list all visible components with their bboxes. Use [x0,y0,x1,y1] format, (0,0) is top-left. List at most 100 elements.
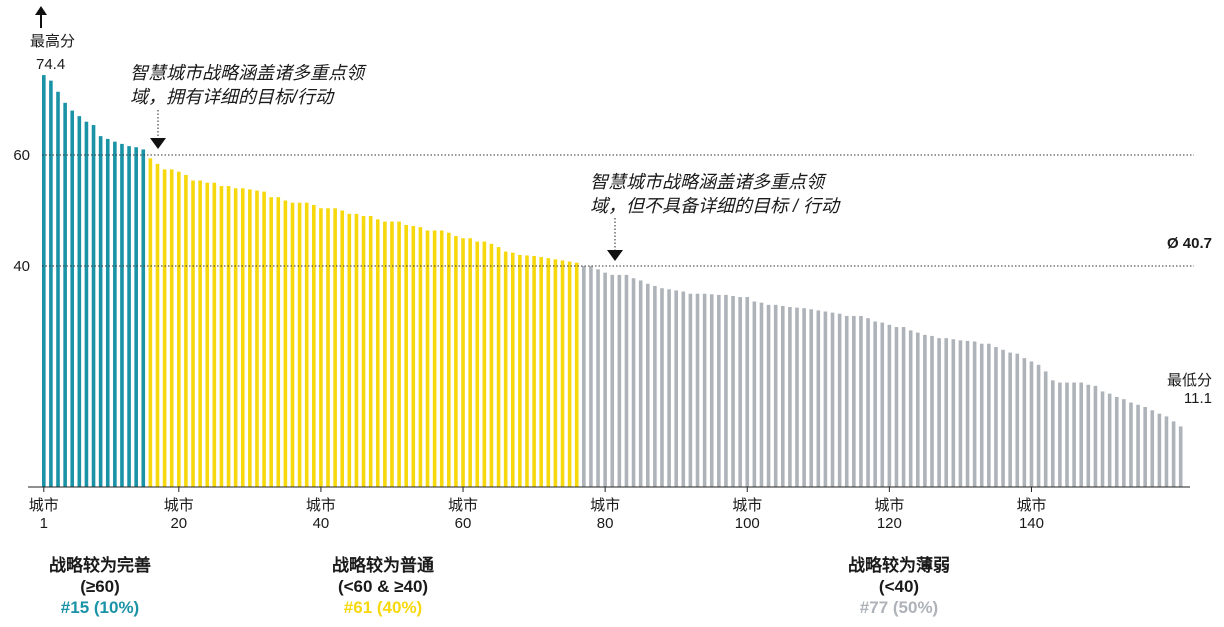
bar [915,332,920,487]
bar [42,75,46,487]
bar [674,290,678,487]
bar [454,236,458,487]
bar [539,257,543,487]
bar [1079,382,1084,487]
bar [141,149,146,487]
bar [63,102,67,487]
x-tick-label: 1 [40,515,48,532]
bar [226,186,231,487]
x-tick-label: 140 [1019,515,1044,532]
x-tick-label: 城市 [164,497,194,514]
x-tick-label: 城市 [29,497,59,514]
bar [496,247,501,487]
bar [233,188,238,488]
bar [198,180,202,487]
group-count: #77 (50%) [859,598,939,617]
bar [297,202,302,488]
bar [361,216,366,488]
bar [709,294,714,487]
bar [432,230,437,488]
bar [290,202,295,488]
bar [773,304,778,487]
bar [752,301,757,487]
group-name: 战略较为薄弱 [848,556,950,575]
bar [347,213,352,487]
bar [219,186,224,487]
bar [1065,382,1069,487]
bar [425,230,430,488]
average-label: Ø 40.7 [1167,235,1212,252]
bar [780,305,785,487]
bar [184,174,188,488]
bar-series [42,75,1183,488]
bar [77,116,82,488]
y-tick-label: 60 [13,147,30,164]
bar [589,266,593,487]
x-tick-label: 40 [313,515,330,532]
bar [98,136,103,487]
group-range: (≥60) [80,577,120,596]
annotation-text: 域，拥有详细的目标/行动 [130,87,335,107]
bar [567,261,572,487]
bar [390,221,394,487]
bar [404,224,408,487]
bar [510,252,515,487]
bar [191,180,195,487]
bar [887,324,892,487]
bar [162,169,167,487]
bar [852,315,856,487]
bar [1001,349,1005,487]
x-tick-label: 城市 [874,497,904,514]
x-tick-label: 城市 [306,497,336,514]
bar [411,226,416,488]
x-tick-label: 城市 [590,497,620,514]
bar [738,297,742,487]
bar [312,204,316,487]
bar [667,289,671,487]
bar [795,307,799,488]
bar [560,260,565,487]
bar [823,311,828,487]
bar [1036,364,1041,487]
bar [660,288,664,487]
bar [397,221,401,487]
x-tick-label: 60 [455,515,472,532]
bar [468,238,472,487]
bar [788,307,792,487]
bar [837,313,842,487]
bar [447,232,451,487]
bar [930,335,934,487]
bar [525,255,529,487]
min-value-label: 11.1 [1184,390,1212,407]
bar [553,259,558,487]
bar [333,208,337,487]
bar [475,241,480,487]
bar [262,191,266,487]
bar [574,262,579,487]
bar [724,294,728,487]
group-name: 战略较为普通 [332,556,434,575]
bar [127,146,131,487]
bar [489,243,494,487]
bar [1058,382,1062,487]
bar [1072,382,1076,487]
bar [745,297,750,487]
bar [439,230,444,488]
bar [866,318,870,487]
bar [1100,391,1105,487]
bar [49,80,53,487]
bar [368,216,373,488]
bar [1157,413,1162,487]
bar [1178,426,1183,487]
bar [1029,361,1034,487]
max-value-label: 74.4 [36,56,65,73]
bar [120,143,124,487]
y-tick-label: 40 [13,258,30,275]
bar [681,291,686,487]
group-caption-strong: 战略较为完善 (≥60) #15 (10%) [20,555,180,618]
group-name: 战略较为完善 [49,556,151,575]
bar [958,340,963,487]
bar [56,91,60,487]
